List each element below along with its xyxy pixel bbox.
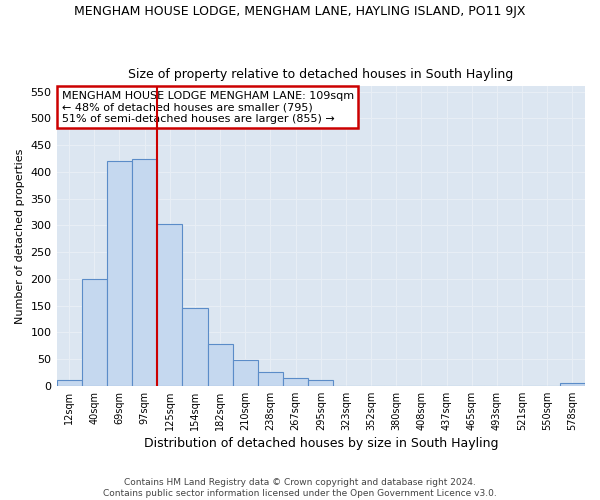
Bar — [82, 279, 107, 386]
Bar — [132, 158, 157, 386]
Bar — [233, 360, 258, 386]
X-axis label: Distribution of detached houses by size in South Hayling: Distribution of detached houses by size … — [143, 437, 498, 450]
Bar — [182, 308, 208, 386]
Text: MENGHAM HOUSE LODGE MENGHAM LANE: 109sqm
← 48% of detached houses are smaller (7: MENGHAM HOUSE LODGE MENGHAM LANE: 109sqm… — [62, 91, 354, 124]
Bar — [258, 372, 283, 386]
Bar — [56, 380, 82, 386]
Bar — [157, 224, 182, 386]
Text: Contains HM Land Registry data © Crown copyright and database right 2024.
Contai: Contains HM Land Registry data © Crown c… — [103, 478, 497, 498]
Bar — [283, 378, 308, 386]
Bar — [107, 161, 132, 386]
Title: Size of property relative to detached houses in South Hayling: Size of property relative to detached ho… — [128, 68, 514, 81]
Bar — [308, 380, 334, 386]
Bar — [560, 383, 585, 386]
Bar — [208, 344, 233, 386]
Y-axis label: Number of detached properties: Number of detached properties — [15, 148, 25, 324]
Text: MENGHAM HOUSE LODGE, MENGHAM LANE, HAYLING ISLAND, PO11 9JX: MENGHAM HOUSE LODGE, MENGHAM LANE, HAYLI… — [74, 5, 526, 18]
